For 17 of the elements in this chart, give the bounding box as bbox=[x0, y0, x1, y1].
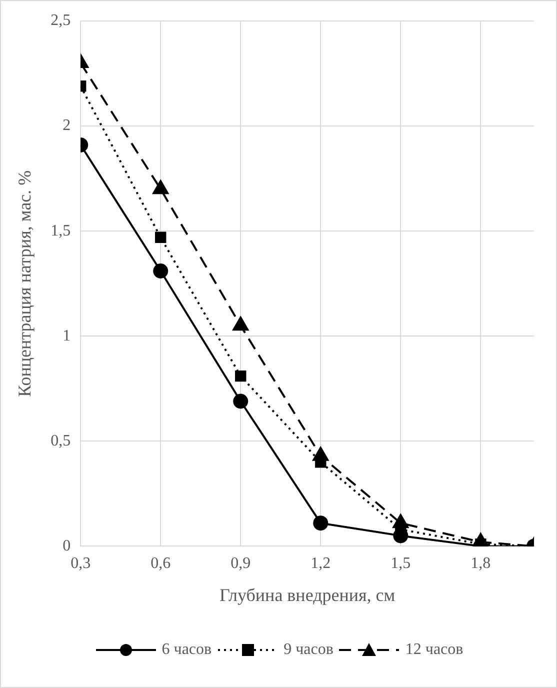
legend-label: 12 часов bbox=[405, 641, 464, 659]
x-tick-label: 1,2 bbox=[310, 555, 331, 572]
x-tick-label: 0,9 bbox=[230, 555, 251, 572]
legend-label: 9 часов bbox=[284, 641, 334, 659]
legend-label: 6 часов bbox=[162, 641, 212, 659]
x-axis-title: Глубина внедрения, см bbox=[219, 584, 396, 605]
y-tick-label: 0,5 bbox=[50, 432, 71, 450]
x-tick-label: 1,8 bbox=[470, 555, 491, 572]
y-tick-label: 2,5 bbox=[50, 12, 71, 30]
y-axis-title: Концентрация натрия, мас. % bbox=[14, 170, 35, 397]
x-tick-label: 0,3 bbox=[70, 555, 91, 572]
y-tick-label: 2 bbox=[62, 117, 71, 134]
x-tick-label: 1,5 bbox=[390, 555, 411, 572]
x-tick-label: 0,6 bbox=[150, 555, 171, 572]
y-tick-label: 1 bbox=[62, 327, 71, 344]
y-tick-label: 0 bbox=[62, 537, 71, 554]
y-tick-label: 1,5 bbox=[50, 222, 71, 240]
